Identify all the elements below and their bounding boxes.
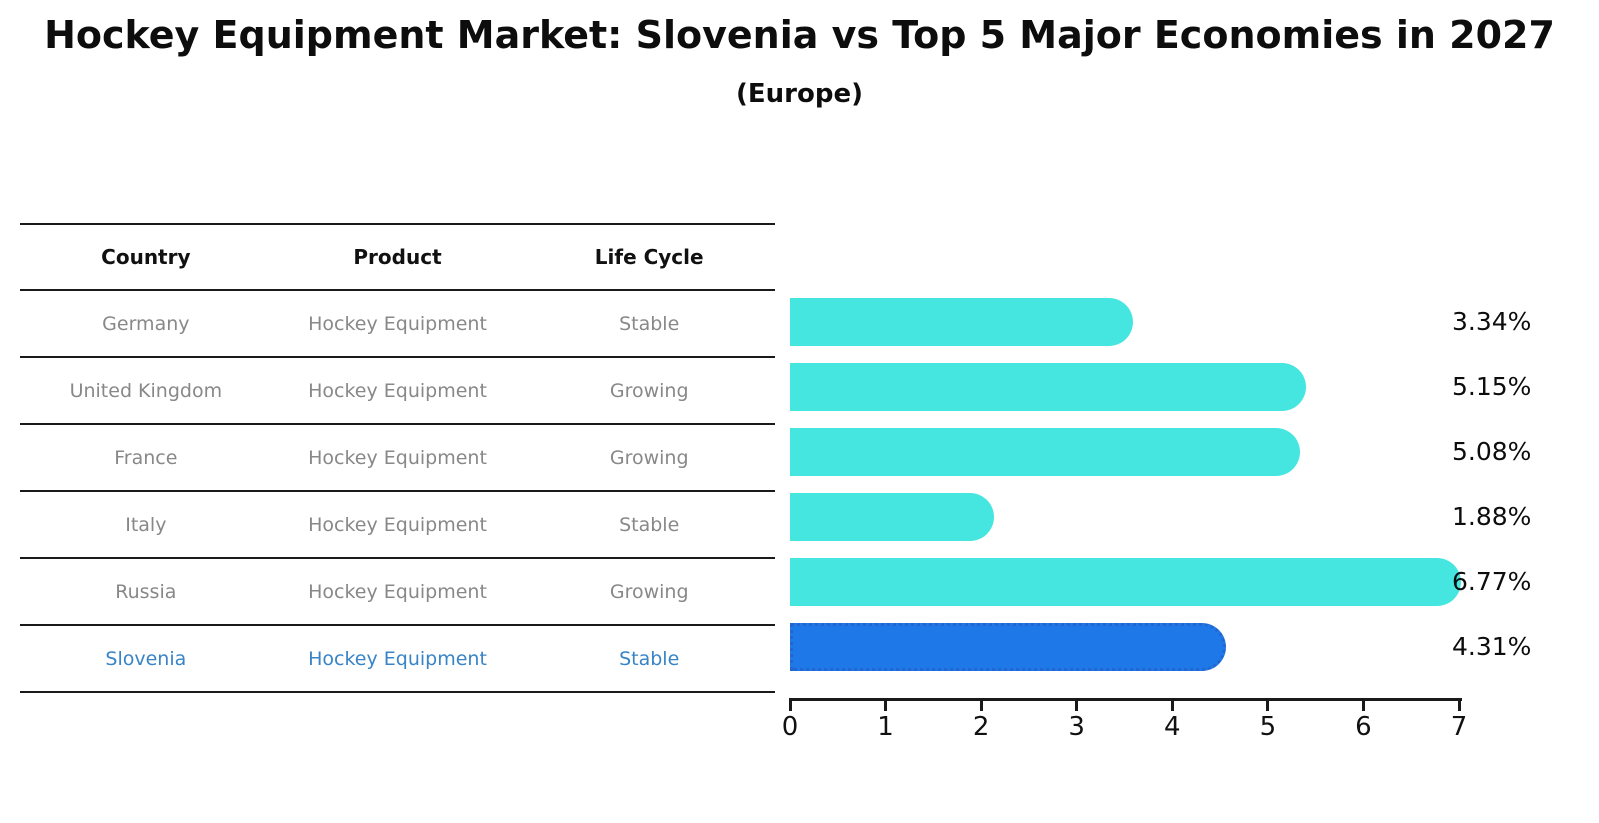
- table-cell-life-cycle: Stable: [619, 647, 680, 670]
- x-axis-tick-mark: [884, 701, 888, 711]
- x-axis-tick-mark: [1361, 701, 1365, 711]
- x-axis-tick-mark: [788, 701, 792, 711]
- table-cell-product: Hockey Equipment: [308, 580, 487, 603]
- bar-value-label: 4.31%: [1452, 631, 1532, 661]
- table-cell-life-cycle: Stable: [619, 312, 680, 335]
- table-row-france: France Hockey Equipment Growing: [20, 425, 775, 492]
- bar-value-label: 1.88%: [1452, 501, 1532, 531]
- bar-value-label: 5.15%: [1452, 371, 1532, 401]
- table-cell-product: Hockey Equipment: [308, 446, 487, 469]
- column-header-country: Country: [101, 245, 191, 269]
- x-axis-tick-label: 7: [1450, 712, 1468, 742]
- table-cell-country: France: [114, 446, 178, 469]
- table-row-italy: Italy Hockey Equipment Stable: [20, 492, 775, 559]
- table-row-united-kingdom: United Kingdom Hockey Equipment Growing: [20, 358, 775, 425]
- x-axis-tick-mark: [1266, 701, 1270, 711]
- column-header-life-cycle: Life Cycle: [594, 245, 704, 269]
- table-cell-product: Hockey Equipment: [308, 312, 487, 335]
- table-cell-country: Russia: [115, 580, 177, 603]
- table-cell-life-cycle: Growing: [609, 446, 689, 469]
- x-axis-tick-label: 5: [1259, 712, 1277, 742]
- bar-russia: [790, 557, 1462, 606]
- x-axis-tick-mark: [979, 701, 983, 711]
- table-row-slovenia: Slovenia Hockey Equipment Stable: [20, 626, 775, 693]
- bar-value-label: 5.08%: [1452, 436, 1532, 466]
- x-axis-line: [789, 698, 1462, 701]
- bar-united-kingdom: [790, 362, 1307, 411]
- bar-france: [790, 427, 1300, 476]
- column-header-product: Product: [353, 245, 442, 269]
- table-row-russia: Russia Hockey Equipment Growing: [20, 559, 775, 626]
- x-axis-tick-label: 3: [1068, 712, 1085, 742]
- bar-germany: [790, 297, 1134, 346]
- table-cell-product: Hockey Equipment: [308, 647, 487, 670]
- x-axis-tick-mark: [1457, 701, 1461, 711]
- table-cell-product: Hockey Equipment: [308, 513, 487, 536]
- chart-title: Hockey Equipment Market: Slovenia vs Top…: [44, 13, 1555, 57]
- table-cell-life-cycle: Growing: [609, 580, 689, 603]
- chart-subtitle: (Europe): [736, 79, 863, 109]
- bar-value-label: 3.34%: [1452, 306, 1532, 336]
- x-axis-tick-label: 1: [877, 712, 894, 742]
- table-header-row: Country Product Life Cycle: [20, 223, 775, 291]
- table-cell-product: Hockey Equipment: [308, 379, 487, 402]
- table-cell-country: Germany: [102, 312, 190, 335]
- bar-slovenia: [790, 622, 1226, 671]
- table-cell-country: United Kingdom: [69, 379, 223, 402]
- table-cell-country: Italy: [125, 513, 167, 536]
- x-axis-tick-label: 0: [781, 712, 799, 742]
- x-axis-tick-label: 2: [972, 712, 990, 742]
- x-axis-tick-label: 4: [1164, 712, 1181, 742]
- country-table: Country Product Life Cycle Germany Hockey…: [20, 223, 775, 693]
- bar-italy: [790, 492, 994, 541]
- bar-value-label: 6.77%: [1452, 566, 1532, 596]
- table-body: Germany Hockey Equipment Stable United King…: [20, 291, 775, 693]
- table-row-germany: Germany Hockey Equipment Stable: [20, 291, 775, 358]
- table-cell-country: Slovenia: [105, 647, 187, 670]
- x-axis-tick-mark: [1075, 701, 1079, 711]
- x-axis-tick-mark: [1170, 701, 1174, 711]
- x-axis-tick-label: 6: [1355, 712, 1372, 742]
- table-cell-life-cycle: Growing: [609, 379, 689, 402]
- table-cell-life-cycle: Stable: [619, 513, 680, 536]
